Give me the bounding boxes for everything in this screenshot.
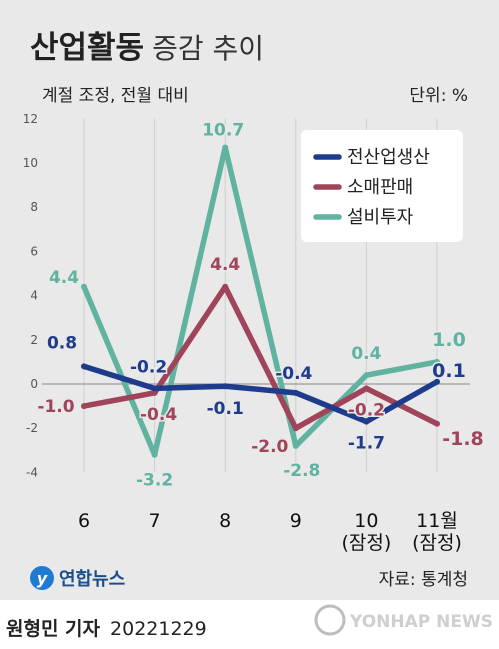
yonhap-watermark: YONHAP NEWS: [314, 604, 492, 636]
x-tick-label: 7: [149, 510, 161, 532]
watermark-mark: [314, 604, 346, 636]
data-label: 10.7: [202, 121, 244, 141]
data-label: -0.2: [130, 357, 167, 377]
x-tick-label: 6: [78, 510, 90, 532]
yonhap-logo-text: 연합뉴스: [59, 568, 125, 590]
data-point: [222, 283, 229, 290]
data-label: -1.0: [37, 397, 74, 417]
y-tick-label: 6: [30, 244, 38, 258]
publish-date: 20221229: [110, 618, 207, 640]
y-axis-ticks: 12 10 8 6 4 2 0 -2 -4: [23, 112, 38, 480]
data-point: [81, 403, 87, 410]
data-label: -2.8: [283, 461, 320, 481]
data-point: [363, 372, 370, 379]
unit-label: 단위: %: [409, 86, 468, 106]
data-point: [363, 418, 370, 425]
series-line: [81, 144, 440, 458]
y-tick-label: 8: [30, 200, 38, 214]
x-tick-label: 10: [354, 510, 378, 532]
data-label: 4.4: [49, 268, 79, 288]
chart-card: 산업활동 증감 추이 계절 조정, 전월 대비 단위: % 12 10 8 6 4 2 0 -2…: [0, 0, 499, 600]
data-label: 4.4: [210, 255, 240, 275]
y-tick-label: 0: [30, 377, 38, 391]
data-label: 0.8: [47, 333, 77, 353]
x-tick-label: (잠정): [412, 532, 462, 554]
data-point: [434, 378, 440, 385]
data-point: [81, 363, 87, 370]
yonhap-logo-mark: [30, 566, 54, 590]
chart-subtitle: 계절 조정, 전월 대비: [42, 86, 189, 106]
reporter-name: 원형민 기자: [6, 618, 101, 640]
data-point: [151, 451, 158, 458]
reporter-credit: 원형민 기자 20221229: [6, 614, 207, 641]
yonhap-logo: y 연합뉴스: [30, 566, 125, 590]
data-point: [363, 385, 370, 392]
data-labels: 0.8 -0.2 -0.1 -0.4 -1.7 0.1 -1.0 -0.4 4.4 -2.0 -0.…: [36, 119, 485, 492]
data-label: -0.4: [140, 405, 177, 425]
series-line: [81, 284, 440, 431]
legend-label: 소매판매: [347, 177, 413, 198]
data-label: 0.1: [432, 360, 466, 382]
y-tick-label: 12: [23, 112, 38, 126]
data-point: [292, 425, 299, 432]
x-axis-ticks: 6 7 8 9 10(잠정)11월(잠정): [78, 510, 462, 554]
data-label: 1.0: [432, 329, 466, 351]
data-label: -2.0: [251, 437, 288, 457]
data-point: [222, 383, 229, 390]
x-tick-label: 9: [290, 510, 302, 532]
y-tick-label: 10: [23, 156, 38, 170]
yonhap-logo-glyph: y: [37, 569, 48, 588]
data-point: [292, 442, 299, 449]
data-label: 0.4: [351, 344, 381, 364]
y-tick-label: -4: [26, 465, 38, 479]
series-line: [81, 363, 440, 425]
series-lines: [81, 144, 440, 458]
x-tick-label: 11월: [416, 510, 458, 532]
legend-label: 전산업생산: [347, 147, 430, 168]
data-point: [434, 358, 440, 365]
data-point: [292, 389, 299, 396]
data-point: [222, 144, 229, 151]
data-point: [434, 420, 440, 427]
chart-title: 산업활동 증감 추이: [30, 30, 264, 66]
data-label: -0.4: [275, 364, 312, 384]
y-tick-label: 2: [30, 333, 38, 347]
x-tick-label: 8: [219, 510, 231, 532]
watermark-text: YONHAP NEWS: [349, 612, 492, 632]
data-point: [151, 389, 158, 396]
y-tick-label: -2: [26, 421, 38, 435]
footer: 원형민 기자 20221229 YONHAP NEWS: [0, 600, 499, 649]
data-label: -1.8: [442, 428, 484, 450]
chart-canvas: 산업활동 증감 추이 계절 조정, 전월 대비 단위: % 12 10 8 6 4 2 0 -2…: [23, 30, 485, 590]
data-label: -0.2: [348, 400, 385, 420]
data-label: -1.7: [348, 434, 385, 454]
x-tick-label: (잠정): [342, 532, 392, 554]
y-tick-label: 4: [30, 289, 38, 303]
legend-label: 설비투자: [347, 207, 414, 228]
data-label: -3.2: [136, 471, 173, 491]
data-label: -0.1: [207, 399, 244, 419]
source-label: 자료: 통계청: [379, 570, 468, 590]
data-point: [151, 385, 158, 392]
data-point: [81, 283, 87, 290]
